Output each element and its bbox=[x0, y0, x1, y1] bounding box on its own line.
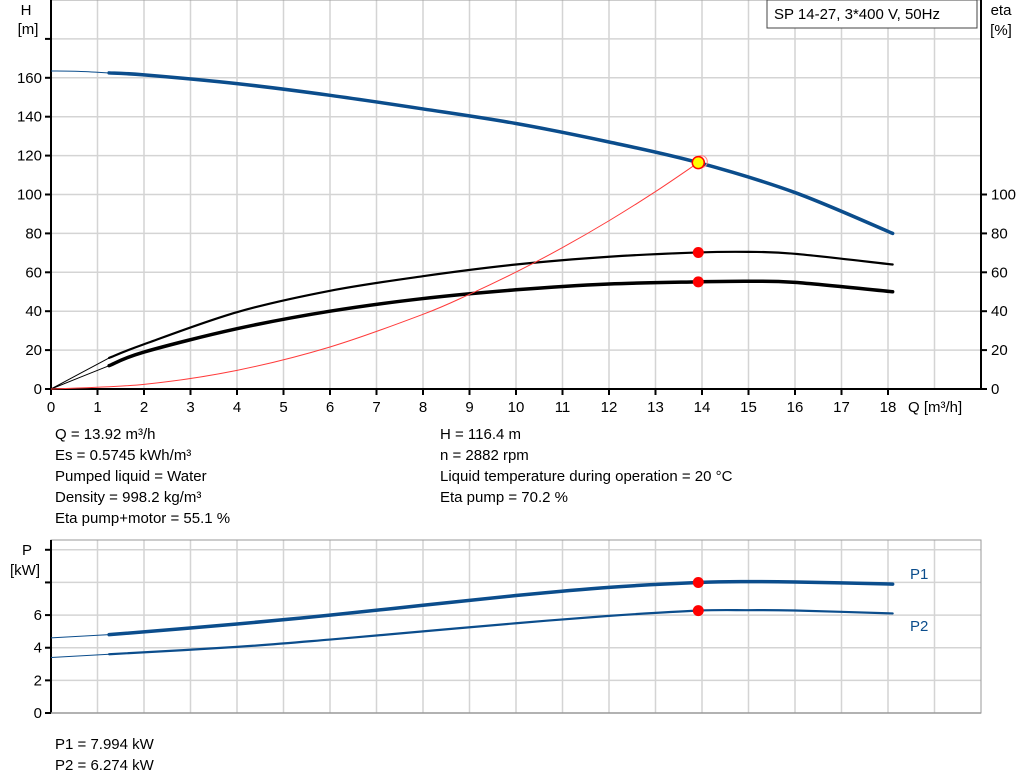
head-chart-ytick-label: 20 bbox=[25, 342, 42, 359]
head-chart-title-box bbox=[766, 0, 978, 29]
p2-curve bbox=[108, 608, 894, 656]
head-chart-xtick-label: 9 bbox=[465, 399, 473, 416]
head-chart-ytick-label: 40 bbox=[25, 303, 42, 320]
head-chart-yunit: [m] bbox=[18, 21, 39, 38]
head-chart-xtick-label: 2 bbox=[140, 399, 148, 416]
operating-point-marker bbox=[692, 246, 704, 258]
head-chart-xtick-label: 1 bbox=[93, 399, 101, 416]
head-chart-xtick-label: 15 bbox=[740, 399, 757, 416]
info-head: H = 116.4 m bbox=[440, 426, 522, 443]
head-chart-xtick-label: 10 bbox=[508, 399, 525, 416]
head-chart-ylabel: H bbox=[21, 2, 32, 19]
head-chart-xtick-label: 13 bbox=[647, 399, 664, 416]
info-flow: Q = 13.92 m³/h bbox=[55, 426, 156, 443]
head-chart-ytick-label: 60 bbox=[25, 264, 42, 281]
info-energy: Es = 0.5745 kWh/m³ bbox=[55, 447, 192, 464]
head-chart-y2tick-label: 0 bbox=[991, 381, 999, 398]
power-chart-ytick-label: 2 bbox=[34, 672, 42, 689]
head-chart-ytick-label: 100 bbox=[17, 187, 42, 204]
info-p2: P2 = 6.274 kW bbox=[55, 757, 154, 774]
head-chart-xtick-label: 3 bbox=[186, 399, 194, 416]
power-chart-ytick-label: 0 bbox=[34, 705, 42, 722]
head-chart-y2unit: [%] bbox=[990, 22, 1012, 39]
head-chart-xtick-label: 12 bbox=[601, 399, 618, 416]
head-chart-xtick-label: 0 bbox=[47, 399, 55, 416]
p1-curve-extrapolated bbox=[50, 634, 110, 639]
p2-curve-extrapolated bbox=[50, 653, 110, 659]
h-curve bbox=[107, 71, 895, 236]
info-eta-total: Eta pump+motor = 55.1 % bbox=[55, 510, 231, 527]
eta-total-curve bbox=[107, 279, 895, 368]
head-chart-xtick-label: 16 bbox=[787, 399, 804, 416]
head-chart-xtick-label: 6 bbox=[326, 399, 334, 416]
power-chart-ytick-label: 4 bbox=[34, 640, 42, 657]
head-chart-y2tick-label: 80 bbox=[991, 225, 1008, 242]
info-eta-pump: Eta pump = 70.2 % bbox=[440, 489, 568, 506]
operating-point-marker bbox=[692, 276, 704, 288]
info-left: Q = 13.92 m³/h Es = 0.5745 kWh/m³ Pumped… bbox=[55, 424, 230, 529]
eta-total-curve-extrapolated bbox=[50, 365, 110, 390]
head-chart-ytick-label: 160 bbox=[17, 70, 42, 87]
head-chart-title: SP 14-27, 3*400 V, 50Hz bbox=[774, 6, 940, 23]
head-chart-xtick-label: 7 bbox=[372, 399, 380, 416]
power-chart-yunit: [kW] bbox=[10, 562, 40, 579]
head-chart-y2tick-label: 100 bbox=[991, 187, 1016, 204]
info-p1: P1 = 7.994 kW bbox=[55, 736, 154, 753]
head-chart-y2tick-label: 20 bbox=[991, 342, 1008, 359]
operating-point-marker bbox=[692, 605, 704, 617]
head-chart-xtick-label: 17 bbox=[833, 399, 850, 416]
power-chart-ylabel: P bbox=[22, 542, 32, 559]
info-liquid: Pumped liquid = Water bbox=[55, 468, 207, 485]
info-right: H = 116.4 m n = 2882 rpm Liquid temperat… bbox=[440, 424, 732, 508]
info-temperature: Liquid temperature during operation = 20… bbox=[440, 468, 733, 485]
system-curve bbox=[50, 162, 699, 390]
head-chart-ytick-label: 140 bbox=[17, 109, 42, 126]
head-chart-xtick-label: 18 bbox=[880, 399, 897, 416]
eta-pump-curve-extrapolated bbox=[50, 357, 110, 390]
head-chart-xlabel: Q [m³/h] bbox=[908, 399, 962, 416]
head-chart-y2tick-label: 40 bbox=[991, 303, 1008, 320]
head-chart-xtick-label: 14 bbox=[694, 399, 711, 416]
head-chart-xtick-label: 5 bbox=[279, 399, 287, 416]
operating-point-marker bbox=[691, 155, 706, 170]
p1-legend-label: P1 bbox=[910, 566, 928, 583]
info-density: Density = 998.2 kg/m³ bbox=[55, 489, 202, 506]
head-chart-xtick-label: 11 bbox=[555, 399, 571, 416]
head-chart-y2tick-label: 60 bbox=[991, 264, 1008, 281]
h-curve-extrapolated bbox=[50, 70, 110, 74]
p2-legend-label: P2 bbox=[910, 618, 928, 635]
head-chart-ytick-label: 120 bbox=[17, 148, 42, 165]
head-chart-xtick-label: 4 bbox=[233, 399, 241, 416]
head-chart-ytick-label: 0 bbox=[34, 381, 42, 398]
head-chart-xtick-label: 8 bbox=[419, 399, 427, 416]
power-chart-ytick-label: 6 bbox=[34, 607, 42, 624]
operating-point-marker bbox=[692, 577, 704, 589]
info-power: P1 = 7.994 kW P2 = 6.274 kW bbox=[55, 734, 154, 776]
p1-curve bbox=[107, 579, 895, 637]
head-chart-y2label: eta bbox=[991, 2, 1013, 19]
eta-pump-curve bbox=[108, 250, 894, 359]
info-speed: n = 2882 rpm bbox=[440, 447, 529, 464]
head-chart-ytick-label: 80 bbox=[25, 225, 42, 242]
